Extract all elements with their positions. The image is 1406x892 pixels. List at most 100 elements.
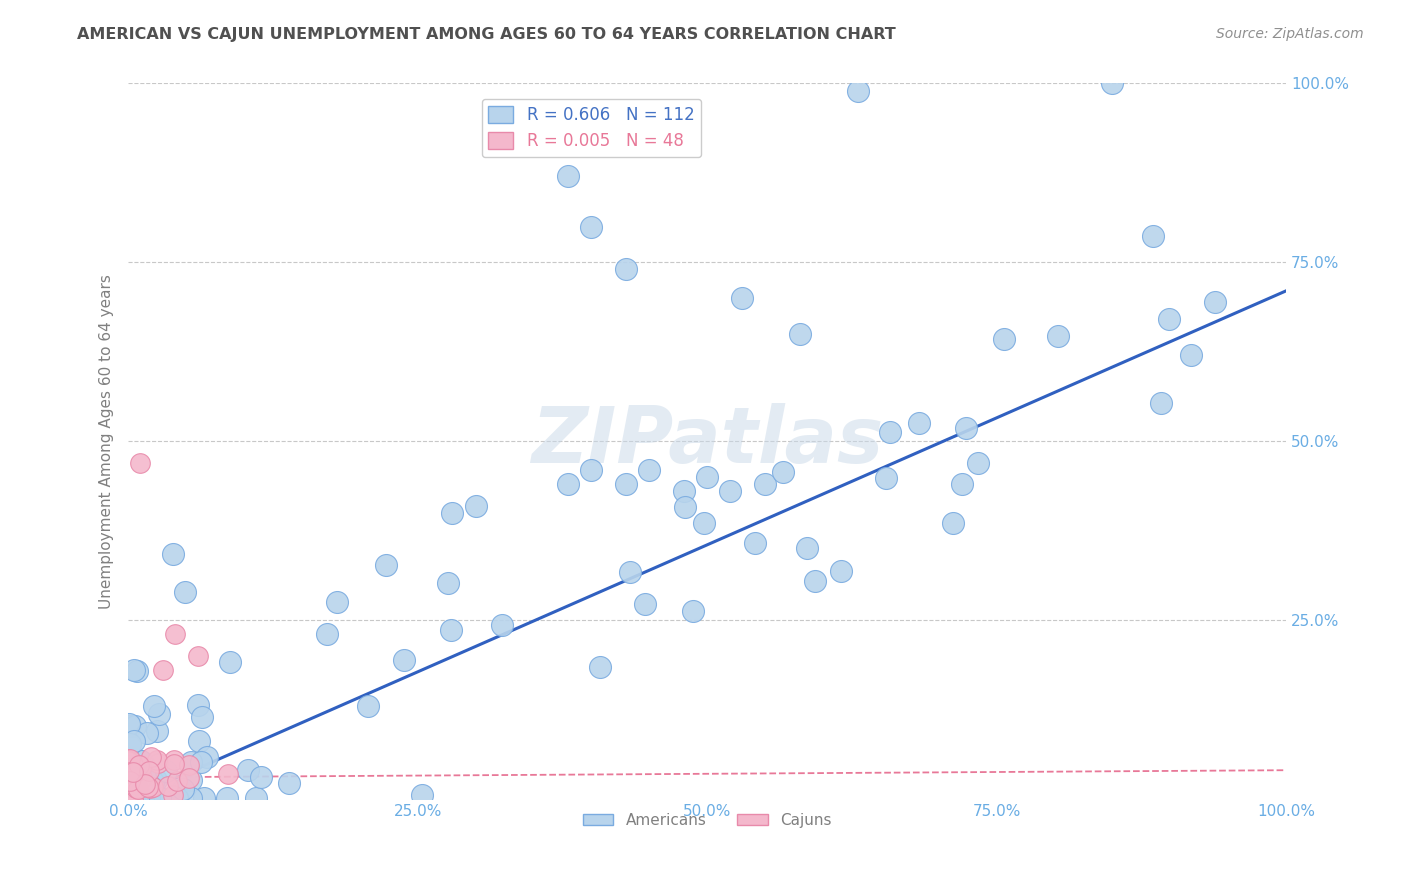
Point [731, 291, 754, 305]
Point [441, 506, 464, 520]
Point [117, 791, 139, 805]
Point [120, 766, 142, 780]
Point [134, 777, 156, 791]
Point [117, 753, 139, 767]
Point [614, 262, 637, 277]
Point [491, 618, 513, 632]
Point [117, 774, 139, 789]
Point [619, 565, 641, 579]
Point [375, 558, 398, 573]
Point [163, 753, 186, 767]
Point [128, 791, 150, 805]
Point [117, 791, 139, 805]
Point [718, 484, 741, 499]
Point [124, 718, 146, 732]
Point [135, 725, 157, 739]
Point [124, 764, 146, 779]
Point [180, 772, 202, 787]
Point [146, 753, 169, 767]
Point [128, 758, 150, 772]
Point [163, 627, 186, 641]
Text: AMERICAN VS CAJUN UNEMPLOYMENT AMONG AGES 60 TO 64 YEARS CORRELATION CHART: AMERICAN VS CAJUN UNEMPLOYMENT AMONG AGE… [77, 27, 896, 42]
Point [557, 477, 579, 491]
Point [127, 781, 149, 796]
Point [125, 767, 148, 781]
Point [174, 584, 197, 599]
Point [138, 780, 160, 795]
Point [125, 664, 148, 678]
Point [145, 791, 167, 805]
Point [464, 499, 486, 513]
Point [166, 791, 188, 805]
Point [950, 476, 973, 491]
Point [394, 653, 416, 667]
Point [166, 791, 188, 805]
Point [908, 416, 931, 430]
Point [581, 219, 603, 234]
Point [1150, 396, 1173, 410]
Point [122, 759, 145, 773]
Point [117, 766, 139, 780]
Point [191, 710, 214, 724]
Point [129, 761, 152, 775]
Point [120, 777, 142, 791]
Point [614, 477, 637, 491]
Point [357, 699, 380, 714]
Point [118, 752, 141, 766]
Point [117, 761, 139, 775]
Point [693, 516, 716, 530]
Point [993, 332, 1015, 346]
Point [215, 791, 238, 805]
Point [125, 791, 148, 805]
Point [879, 425, 901, 439]
Point [122, 734, 145, 748]
Point [217, 767, 239, 781]
Point [1204, 294, 1226, 309]
Point [118, 737, 141, 751]
Point [166, 773, 188, 788]
Point [172, 782, 194, 797]
Point [955, 421, 977, 435]
Point [142, 774, 165, 789]
Point [190, 755, 212, 769]
Point [157, 779, 180, 793]
Point [117, 717, 139, 731]
Point [1142, 229, 1164, 244]
Point [245, 791, 267, 805]
Point [155, 764, 177, 778]
Point [148, 707, 170, 722]
Point [125, 780, 148, 795]
Point [177, 771, 200, 785]
Point [146, 791, 169, 805]
Point [437, 575, 460, 590]
Point [128, 456, 150, 470]
Point [118, 719, 141, 733]
Point [118, 770, 141, 784]
Point [789, 326, 811, 341]
Point [120, 780, 142, 794]
Point [830, 564, 852, 578]
Point [118, 791, 141, 805]
Point [162, 547, 184, 561]
Point [1180, 348, 1202, 362]
Text: ZIPatlas: ZIPatlas [531, 403, 883, 479]
Point [187, 648, 209, 663]
Point [754, 477, 776, 491]
Point [117, 756, 139, 770]
Point [440, 623, 463, 637]
Point [219, 655, 242, 669]
Point [121, 791, 143, 805]
Point [557, 169, 579, 184]
Point [148, 756, 170, 770]
Point [131, 771, 153, 785]
Point [122, 663, 145, 677]
Point [315, 627, 337, 641]
Point [118, 764, 141, 779]
Point [1157, 311, 1180, 326]
Point [804, 574, 827, 588]
Point [1047, 329, 1070, 343]
Point [128, 758, 150, 772]
Point [796, 541, 818, 556]
Point [152, 663, 174, 677]
Point [132, 791, 155, 805]
